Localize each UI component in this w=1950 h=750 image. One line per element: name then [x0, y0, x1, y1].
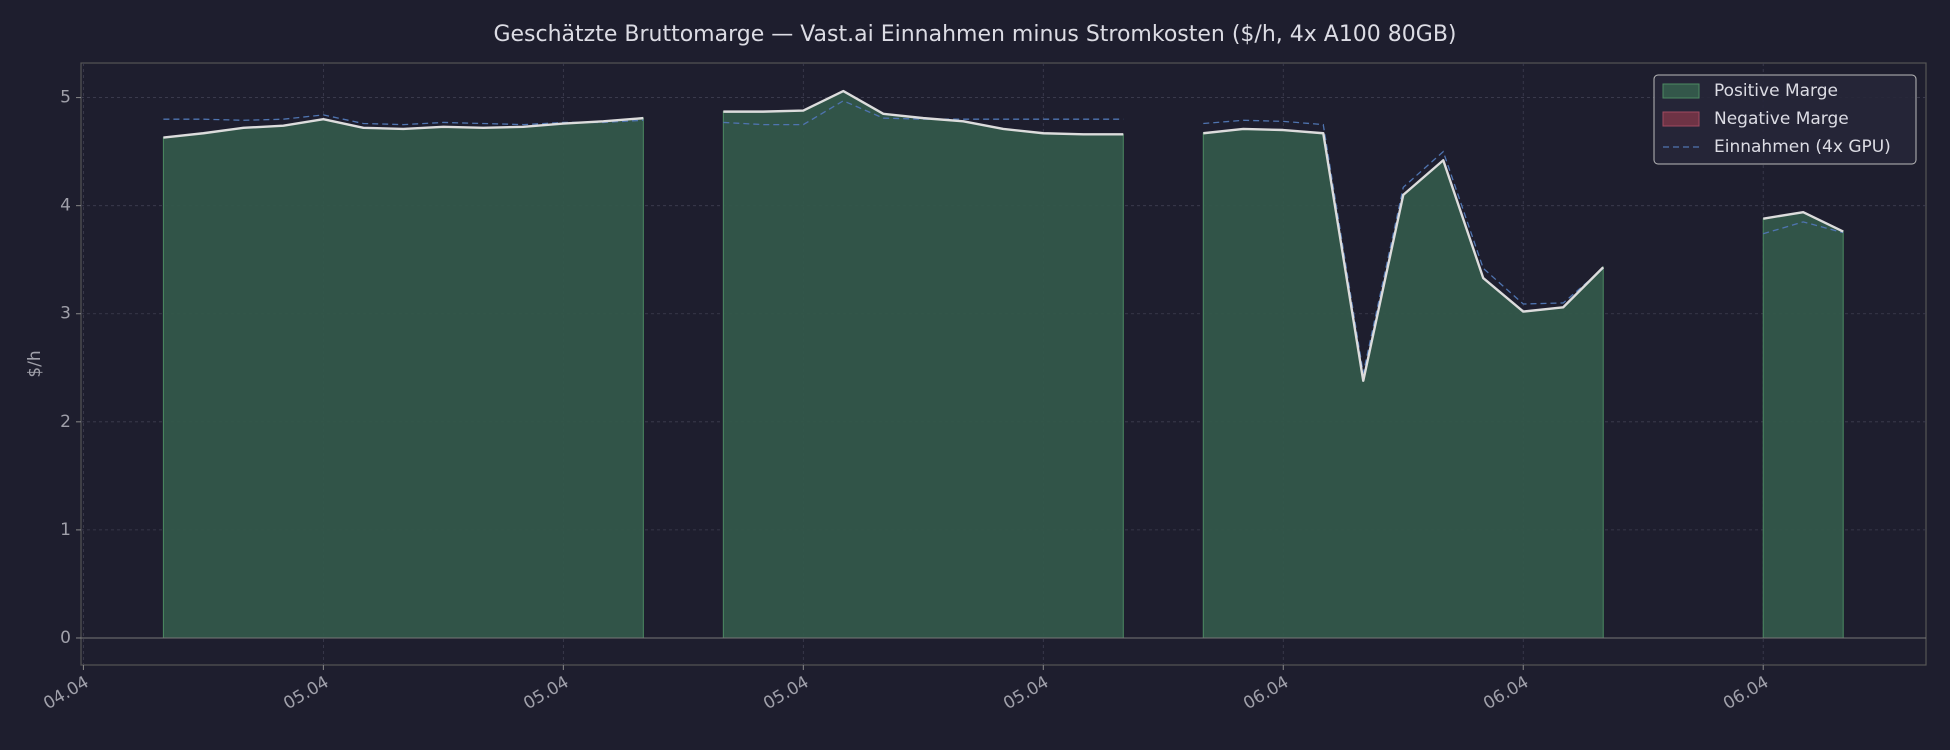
- legend-label: Positive Marge: [1714, 81, 1838, 101]
- x-tick-label: 06.04: [1720, 672, 1772, 714]
- x-tick-label: 05.04: [520, 672, 572, 714]
- x-tick-label: 04.04: [40, 672, 92, 714]
- chart-title: Geschätzte Bruttomarge — Vast.ai Einnahm…: [493, 22, 1456, 47]
- x-tick-label: 05.04: [280, 672, 332, 714]
- y-tick-label: 4: [60, 196, 71, 216]
- y-tick-label: 3: [60, 304, 71, 324]
- y-tick-label: 2: [60, 412, 71, 432]
- legend-label: Einnahmen (4x GPU): [1714, 137, 1891, 157]
- margin-line: [163, 89, 1844, 382]
- x-tick-label: 05.04: [760, 672, 812, 714]
- y-tick-label: 5: [60, 88, 71, 108]
- y-tick-label: 1: [60, 520, 71, 540]
- x-tick-label: 05.04: [1000, 672, 1052, 714]
- x-tick-label: 06.04: [1240, 672, 1292, 714]
- x-tick-label: 06.04: [1480, 672, 1532, 714]
- legend-box: [1653, 74, 1917, 165]
- y-tick-label: 0: [60, 628, 71, 648]
- legend-swatch: [1662, 111, 1700, 127]
- y-axis-label: $/h: [25, 350, 45, 377]
- legend-swatch: [1662, 83, 1700, 99]
- legend-label: Negative Marge: [1714, 109, 1849, 129]
